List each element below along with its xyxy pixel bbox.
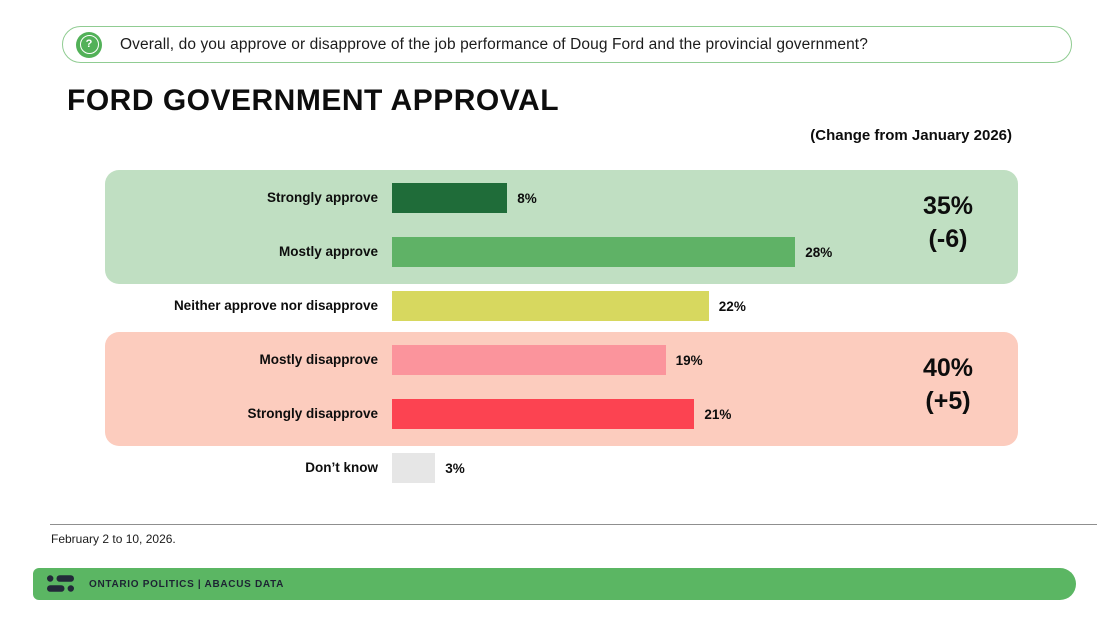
category-label: Strongly approve: [266, 189, 378, 205]
question-mark-glyph: ?: [79, 35, 99, 54]
question-mark-icon: ?: [76, 31, 102, 58]
bar-row: Strongly approve 8%: [0, 171, 1112, 225]
footer-brand-text: ONTARIO POLITICS | ABACUS DATA: [89, 578, 285, 590]
value-label: 21%: [704, 406, 732, 422]
category-label: Neither approve nor disapprove: [173, 297, 378, 313]
category-label: Don’t know: [305, 459, 378, 475]
value-label: 3%: [445, 460, 465, 476]
fieldwork-dates: February 2 to 10, 2026.: [51, 532, 176, 546]
value-label: 22%: [718, 298, 746, 314]
change-note: (Change from January 2026): [810, 127, 1012, 144]
value-label: 8%: [517, 190, 537, 206]
category-label: Mostly approve: [278, 243, 378, 259]
bar-row: Mostly disapprove 19%: [0, 333, 1112, 387]
bar: [392, 399, 695, 429]
category-label: Strongly disapprove: [247, 405, 378, 421]
value-label: 19%: [675, 352, 703, 368]
bar: [392, 453, 436, 483]
question-banner: ? Overall, do you approve or disapprove …: [62, 26, 1072, 63]
abacus-data-logo: [47, 575, 74, 592]
value-label: 28%: [805, 244, 833, 260]
bar-row: Strongly disapprove 21%: [0, 387, 1112, 441]
bar-row: Don’t know 3%: [0, 441, 1112, 495]
bar-row: Neither approve nor disapprove 22%: [0, 279, 1112, 333]
disapprove-change: (+5): [925, 387, 971, 415]
page-title: FORD GOVERNMENT APPROVAL: [67, 84, 560, 117]
category-label: Mostly disapprove: [259, 351, 378, 367]
question-text: Overall, do you approve or disapprove of…: [120, 35, 868, 53]
bar-row: Mostly approve 28%: [0, 225, 1112, 279]
disapprove-total: 40%: [922, 354, 974, 382]
approve-total: 35%: [922, 192, 974, 220]
footer-brand-bar: ONTARIO POLITICS | ABACUS DATA: [33, 568, 1076, 600]
divider-line: [50, 524, 1097, 525]
bar: [392, 291, 709, 321]
bar: [392, 237, 796, 267]
bar: [392, 183, 508, 213]
disapprove-summary: 40% (+5): [880, 352, 1016, 418]
bar: [392, 345, 666, 375]
approve-summary: 35% (-6): [880, 190, 1016, 256]
approve-change: (-6): [928, 225, 968, 253]
